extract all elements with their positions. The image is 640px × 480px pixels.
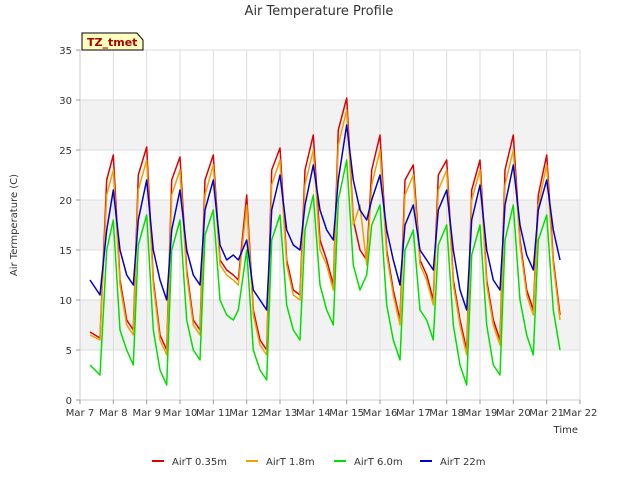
y-tick-label: 15	[59, 246, 72, 257]
y-tick-label: 35	[59, 46, 72, 57]
plot-area	[80, 50, 580, 400]
plot-band	[80, 200, 580, 250]
legend-label-0: AirT 0.35m	[172, 457, 227, 468]
x-tick-label: Mar 7	[66, 408, 94, 419]
x-tick-label: Mar 19	[463, 408, 498, 419]
y-tick-label: 25	[59, 146, 72, 157]
x-tick-label: Mar 22	[563, 408, 598, 419]
tz-badge: TZ_tmet	[81, 32, 144, 51]
x-tick-label: Mar 10	[163, 408, 198, 419]
y-tick-label: 0	[66, 396, 72, 407]
x-tick-label: Mar 16	[363, 408, 398, 419]
x-tick-label: Mar 12	[229, 408, 264, 419]
legend-label-2: AirT 6.0m	[354, 457, 403, 468]
y-tick-label: 30	[59, 96, 72, 107]
x-tick-label: Mar 8	[99, 408, 127, 419]
plot-band	[80, 100, 580, 150]
y-axis-label: Air Termperature (C)	[9, 174, 20, 276]
legend-label-1: AirT 1.8m	[266, 457, 315, 468]
legend: AirT 0.35m AirT 1.8m AirT 6.0m AirT 22m	[152, 457, 485, 468]
x-tick-label: Mar 14	[296, 408, 331, 419]
x-tick-label: Mar 17	[396, 408, 431, 419]
x-tick-label: Mar 21	[529, 408, 564, 419]
series-line-3	[89, 124, 561, 311]
x-tick-label: Mar 15	[329, 408, 364, 419]
y-tick-label: 10	[59, 296, 72, 307]
legend-label-3: AirT 22m	[440, 457, 485, 468]
x-tick-label: Mar 20	[496, 408, 531, 419]
tz-badge-label: TZ_tmet	[87, 36, 137, 49]
y-tick-label: 20	[59, 196, 72, 207]
y-tick-label: 5	[66, 346, 72, 357]
x-tick-label: Mar 11	[196, 408, 231, 419]
x-tick-label: Mar 9	[132, 408, 160, 419]
x-tick-label: Mar 13	[263, 408, 298, 419]
x-axis-label: Time	[553, 425, 578, 436]
x-tick-label: Mar 18	[429, 408, 464, 419]
series-line-2	[89, 159, 561, 386]
chart-title: Air Temperature Profile	[245, 4, 394, 19]
series-lines	[89, 97, 561, 386]
